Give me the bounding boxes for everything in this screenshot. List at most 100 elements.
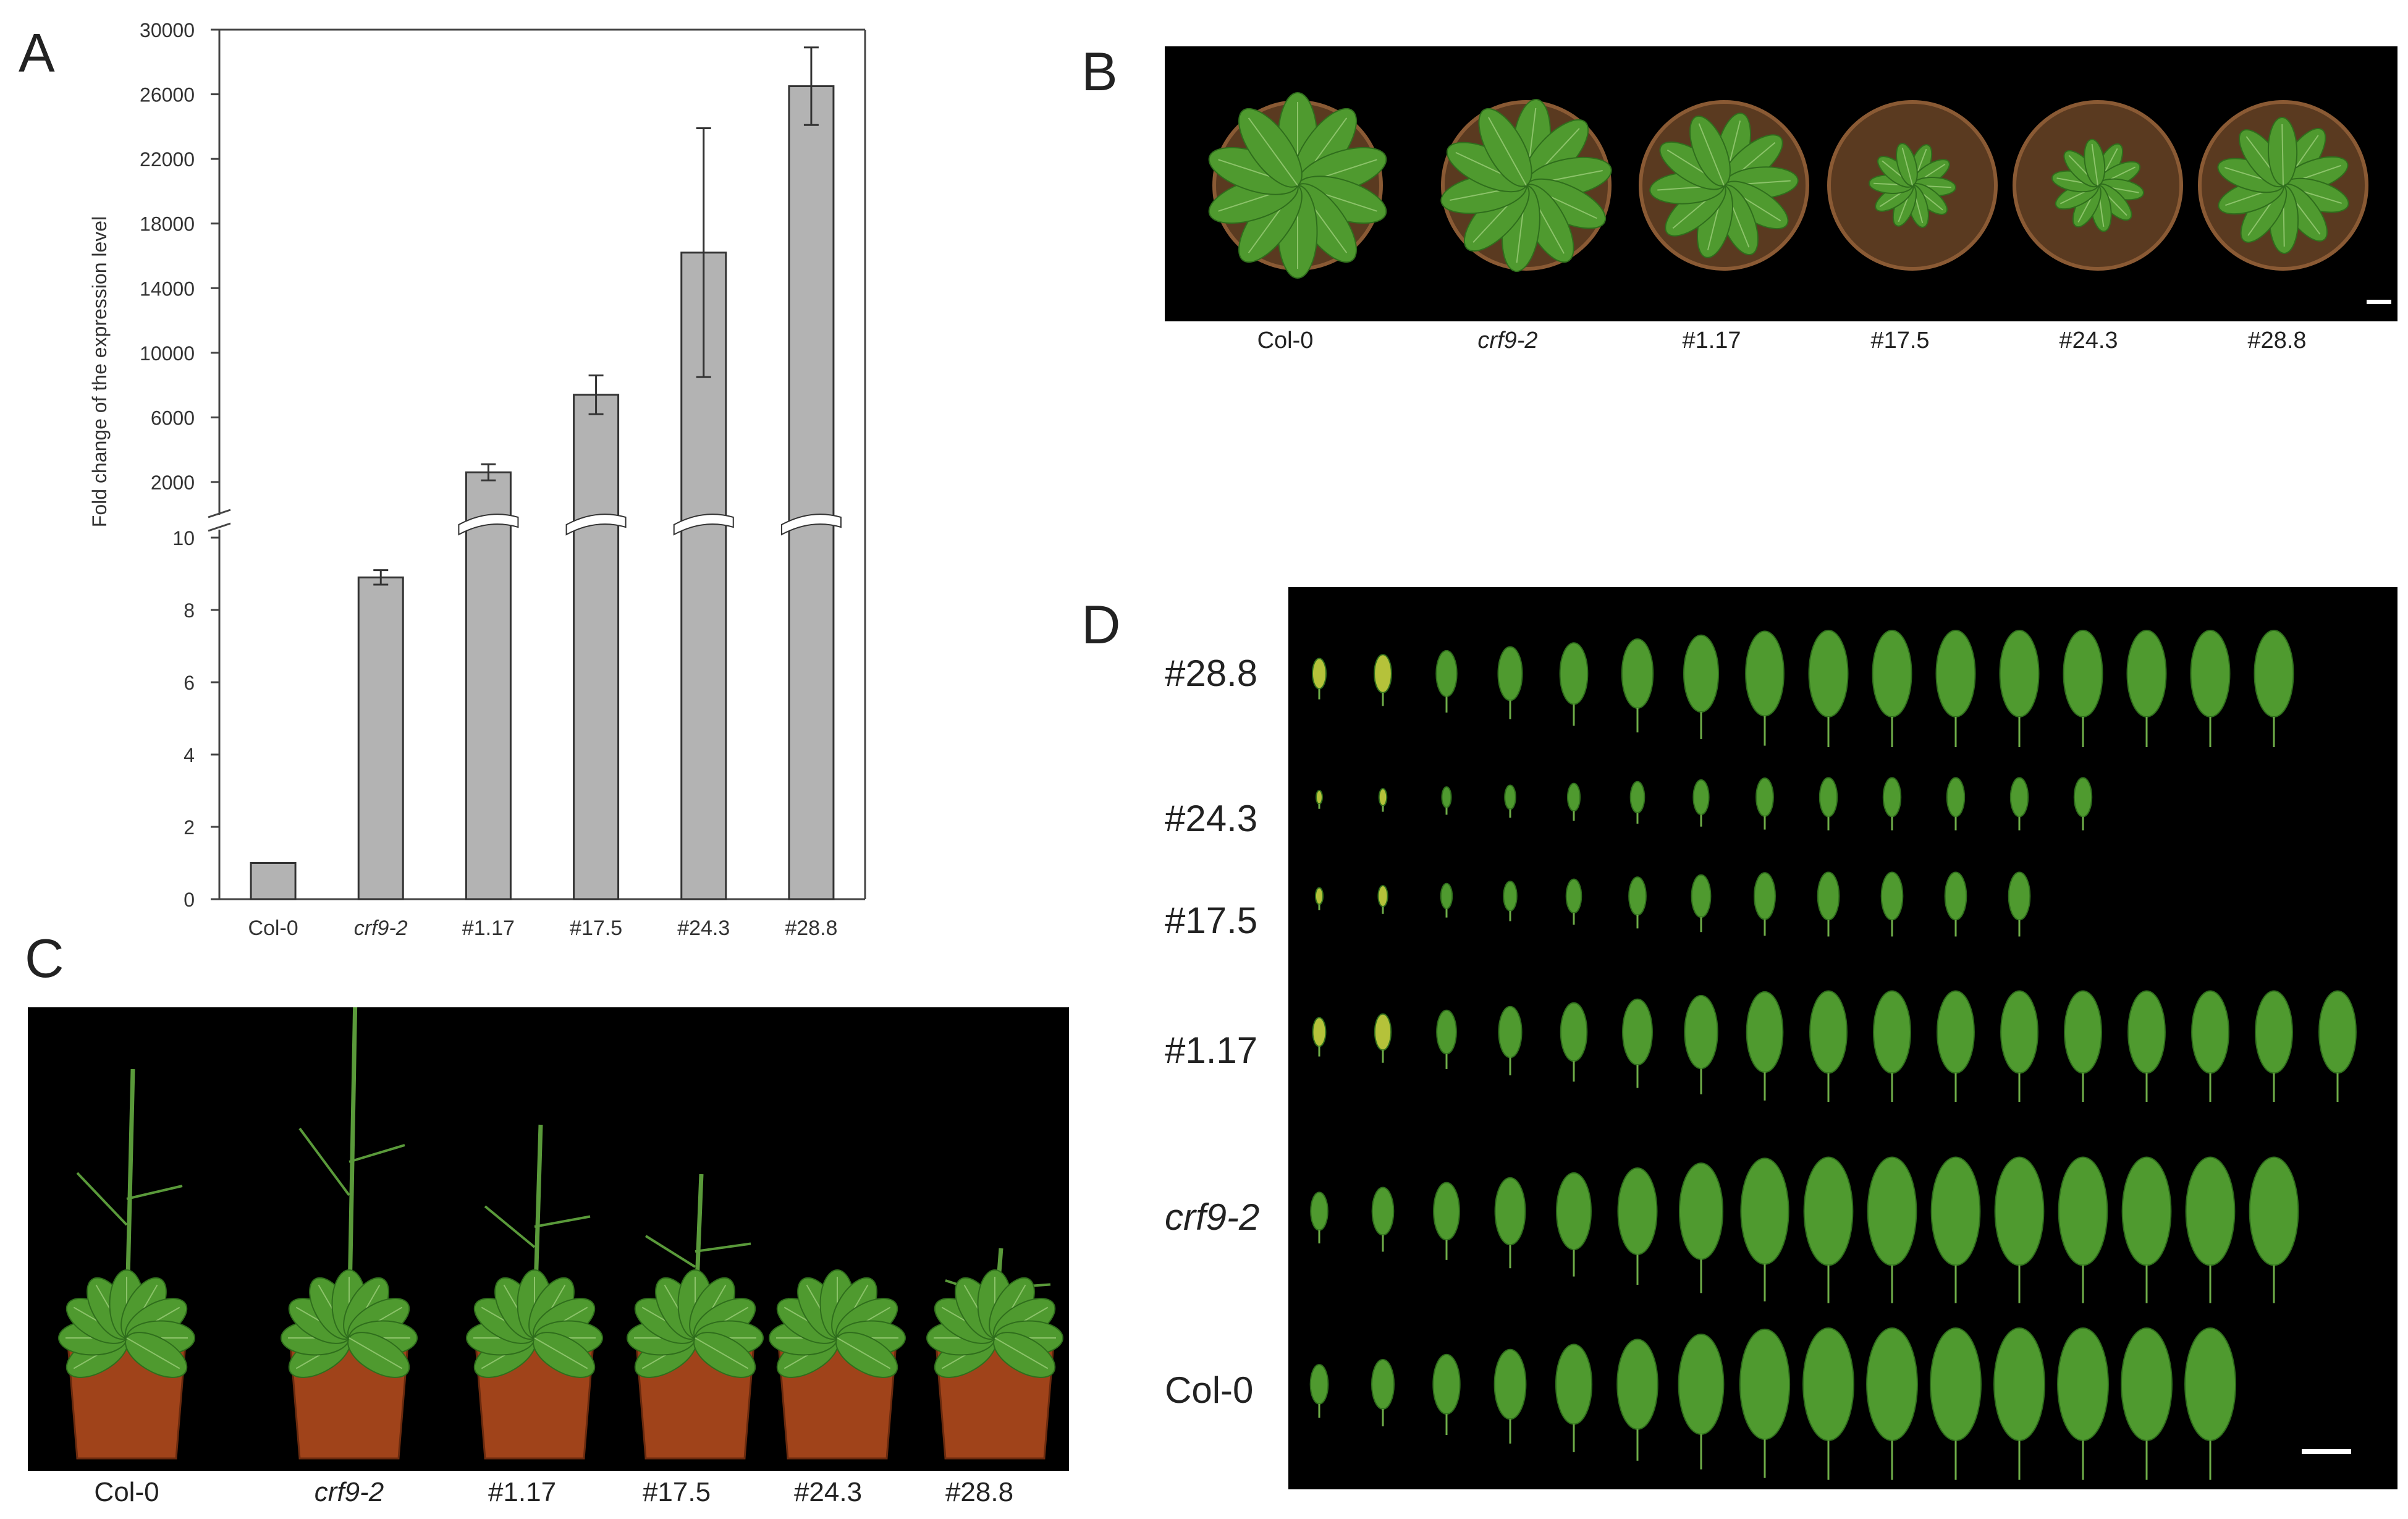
leaf — [2254, 630, 2294, 747]
leaf — [1504, 784, 1516, 818]
leaf — [1993, 1327, 2045, 1480]
panel-label-c: C — [25, 928, 64, 989]
leaf — [1432, 1353, 1461, 1435]
y-tick-label-upper: 10000 — [140, 342, 195, 365]
panel-d-row-label: #28.8 — [1165, 653, 1258, 694]
leaf — [1436, 1009, 1457, 1069]
panel-b-label: Col-0 — [1257, 328, 1314, 353]
leaf — [2121, 1156, 2172, 1303]
leaf — [1802, 1327, 1854, 1480]
panel-c-label: crf9-2 — [314, 1477, 384, 1507]
leaf — [1808, 630, 1849, 747]
leaf — [1755, 777, 1774, 830]
leaf — [1817, 871, 1840, 937]
panel-b-label: #1.17 — [1682, 328, 1741, 353]
leaf — [1621, 638, 1654, 733]
y-tick-label-upper: 26000 — [140, 84, 195, 106]
panel-c-label: Col-0 — [94, 1477, 159, 1507]
leaf — [1617, 1167, 1658, 1285]
leaf — [1374, 654, 1392, 706]
leaf — [1311, 658, 1327, 700]
panel-label-b: B — [1081, 41, 1118, 102]
leaf — [1809, 990, 1848, 1102]
leaf — [1994, 1156, 2045, 1303]
leaf — [2009, 777, 2029, 831]
leaf — [2008, 871, 2031, 937]
bar — [573, 394, 620, 900]
leaf — [1740, 1157, 1789, 1301]
leaf — [2184, 1327, 2236, 1480]
leaf — [2058, 1156, 2108, 1303]
leaf — [1872, 630, 1912, 747]
y-tick-label-lower: 0 — [184, 889, 195, 911]
leaf — [1930, 1156, 1981, 1303]
leaf — [1441, 786, 1452, 815]
leaf — [1754, 872, 1776, 936]
panel-d-row-label: #17.5 — [1165, 900, 1258, 941]
bar — [250, 862, 297, 900]
leaf — [2063, 630, 2103, 747]
leaf — [1683, 634, 1720, 739]
leaf — [1309, 1364, 1329, 1418]
y-tick-label-upper: 22000 — [140, 148, 195, 171]
panel-d-row-label: crf9-2 — [1165, 1196, 1260, 1238]
leaf — [2190, 630, 2231, 747]
leaf — [1494, 1177, 1526, 1269]
panel-d-row-label: Col-0 — [1165, 1369, 1254, 1411]
leaf — [2318, 990, 2357, 1102]
y-tick-label-upper: 14000 — [140, 277, 195, 300]
leaf — [1866, 1327, 1918, 1480]
leaf — [1678, 1334, 1725, 1470]
leaf — [1371, 1187, 1395, 1252]
leaf — [1616, 1339, 1658, 1461]
y-tick-label-upper: 30000 — [140, 19, 195, 41]
leaf-series-photo — [1288, 587, 2397, 1489]
leaf — [2121, 1327, 2173, 1480]
y-tick-label-lower: 10 — [172, 527, 195, 549]
y-axis-label: Fold change of the expression level — [88, 216, 111, 527]
leaf — [1873, 990, 1911, 1102]
leaf — [2255, 990, 2293, 1102]
x-tick-label: #24.3 — [677, 916, 730, 940]
leaf — [1946, 777, 1966, 831]
leaf — [1565, 878, 1582, 925]
axis-break-mark — [458, 514, 519, 536]
panel-c-label: #28.8 — [945, 1477, 1014, 1507]
leaf — [1678, 1162, 1724, 1293]
y-tick-label-lower: 6 — [184, 672, 195, 694]
bar — [465, 471, 512, 900]
leaf — [1692, 779, 1710, 827]
panel-b-label: #28.8 — [2247, 328, 2307, 353]
x-tick-label: #17.5 — [570, 916, 622, 940]
leaf — [2073, 777, 2093, 831]
leaf — [1882, 777, 1902, 831]
leaf — [1493, 1348, 1527, 1444]
leaf — [1503, 881, 1518, 921]
leaf — [1622, 998, 1653, 1088]
leaf — [1556, 1172, 1592, 1277]
leaf — [1435, 649, 1458, 713]
leaf — [1739, 1328, 1791, 1478]
leaf — [2126, 630, 2167, 747]
panel-label-a: A — [19, 22, 55, 83]
leaf — [1684, 994, 1718, 1094]
leaf — [1944, 871, 1967, 937]
leaf — [1374, 1013, 1392, 1063]
scale-bar — [2302, 1449, 2351, 1454]
leaf — [1930, 1327, 1982, 1480]
leaf — [1497, 646, 1523, 719]
axis-break-mark — [673, 514, 734, 536]
panel-b-label: #24.3 — [2059, 328, 2118, 353]
leaf — [1378, 788, 1388, 812]
leaf — [1316, 789, 1323, 809]
y-tick-label-upper: 6000 — [151, 407, 195, 429]
leaf — [1310, 1191, 1329, 1244]
scale-bar — [2367, 300, 2391, 304]
x-tick-label: Col-0 — [248, 916, 298, 940]
leaf — [2191, 990, 2229, 1102]
leaf — [1440, 882, 1453, 918]
leaf — [1371, 1358, 1395, 1427]
leaf — [1628, 876, 1647, 929]
leaf — [1559, 642, 1589, 726]
bar — [357, 576, 404, 900]
